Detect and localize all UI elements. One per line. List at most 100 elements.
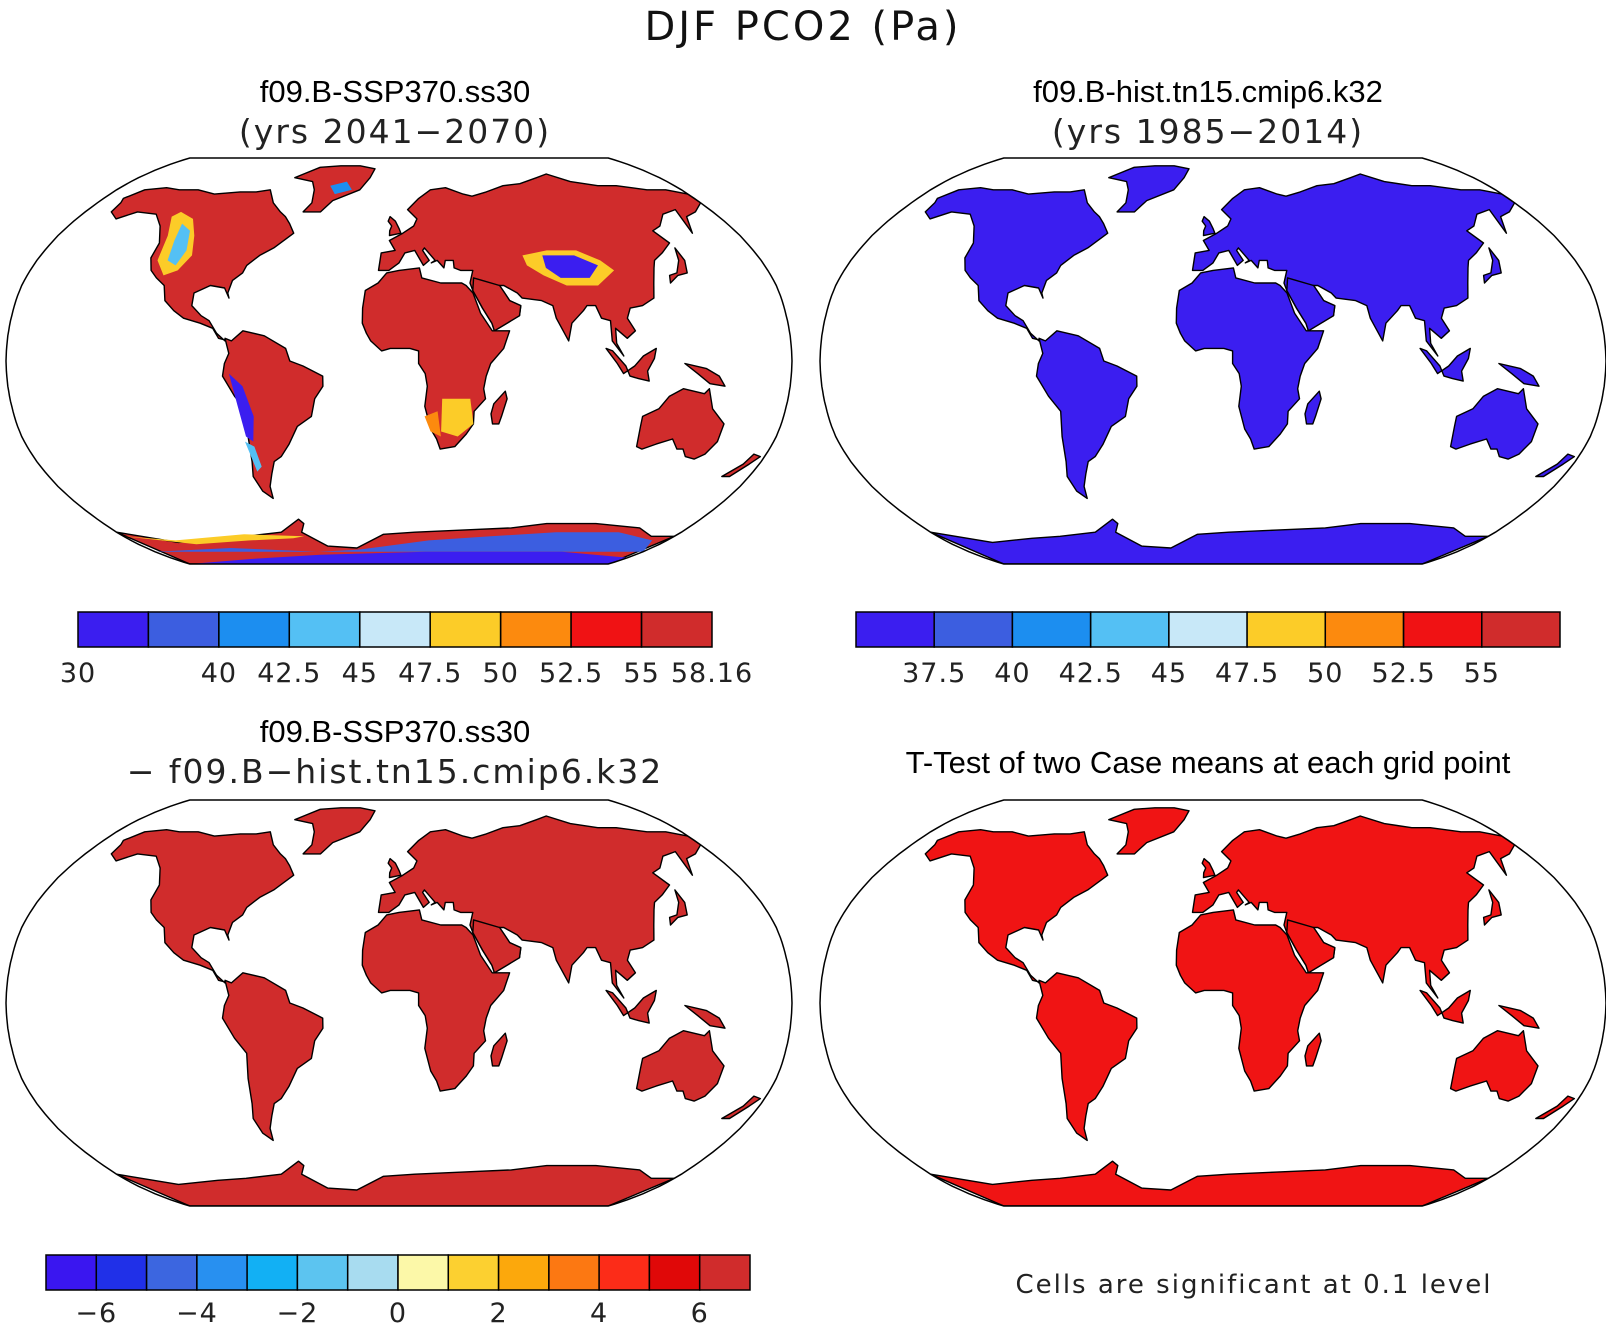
colorbar-box [359, 611, 431, 648]
colorbar-case1: 30 40 42.5 45 47.5 50 52.5 55 58.16 [60, 611, 752, 689]
colorbar-box [698, 1254, 751, 1291]
map-border [819, 799, 1606, 1207]
land-south-america [1035, 972, 1138, 1142]
colorbar-box [288, 611, 361, 648]
colorbar-label: 50 [483, 658, 519, 689]
colorbar-label: 42.5 [1059, 658, 1123, 689]
colorbar-box [1481, 611, 1561, 648]
land-arabia-fill [1286, 919, 1336, 974]
colorbar-box [246, 1254, 299, 1291]
colorbar-box [1089, 611, 1170, 648]
colorbar-diff: −6 −4 −2 0 2 4 6 [45, 1254, 751, 1323]
colorbar-label: 37.5 [902, 658, 966, 689]
land-new-zealand [1535, 453, 1576, 478]
colorbar-label: 2 [490, 1298, 508, 1323]
map-border [5, 799, 793, 1207]
land-new-zealand [721, 453, 762, 478]
value-region-11 [123, 534, 305, 545]
land-australia [635, 388, 725, 460]
panel-title-ttest: T-Test of two Case means at each grid po… [905, 745, 1511, 780]
panel-title-diff: f09.B-SSP370.ss30 [259, 714, 531, 749]
colorbar-box [648, 1254, 701, 1291]
colorbar-label: 0 [389, 1298, 407, 1323]
colorbar-label: 4 [590, 1298, 608, 1323]
colorbar-box [1402, 611, 1483, 648]
land-antarctica [115, 1160, 675, 1206]
land-antarctica [929, 1160, 1489, 1206]
value-region-9 [154, 532, 653, 552]
colorbar-box [218, 611, 291, 648]
colorbar-box [570, 611, 643, 648]
colorbar-box [598, 1254, 651, 1291]
land-new-guinea [684, 1004, 726, 1029]
colorbar-label: 52.5 [1372, 658, 1436, 689]
colorbar-box [548, 1254, 600, 1291]
colorbar-box [196, 1254, 248, 1291]
land-australia [1449, 388, 1539, 460]
colorbar-box [1324, 611, 1405, 648]
colorbar-box [147, 611, 220, 648]
land-japan [1482, 889, 1502, 926]
land-layer [924, 165, 1576, 564]
land-indonesia [605, 347, 657, 382]
colorbar-box [933, 611, 1014, 648]
land-eurasia [377, 815, 702, 999]
land-australia [1449, 1030, 1539, 1102]
land-indonesia [1419, 347, 1471, 382]
significance-note: Cells are significant at 0.1 level [1015, 1270, 1493, 1300]
value-region-8 [424, 411, 441, 437]
colorbar-label: −2 [276, 1298, 318, 1323]
map-diff [5, 799, 793, 1207]
land-layer [110, 165, 762, 564]
colorbar-box [447, 1254, 500, 1291]
colorbar-label: 55 [1464, 658, 1500, 689]
colorbar-box [145, 1254, 198, 1291]
ocean [6, 158, 792, 564]
colorbar-label: 40 [201, 658, 237, 689]
land-africa [361, 909, 511, 1092]
land-new-zealand [1535, 1095, 1576, 1120]
colorbar-label: 47.5 [398, 658, 462, 689]
colorbar-label: 45 [1151, 658, 1187, 689]
land-south-america [221, 972, 324, 1142]
land-new-guinea [684, 362, 726, 387]
colorbar-box [429, 611, 502, 648]
colorbar-label: 30 [60, 658, 96, 689]
value-region-2 [228, 373, 254, 442]
land-madagascar [1304, 1032, 1322, 1067]
colorbar-box [296, 1254, 349, 1291]
colorbar-case2: 37.5 40 42.5 45 47.5 50 52.5 55 [855, 611, 1561, 689]
land-madagascar [490, 1032, 508, 1067]
ocean [6, 800, 792, 1206]
map-ttest [819, 799, 1606, 1207]
land-arabia-fill [472, 277, 522, 332]
colorbar-box [1168, 611, 1248, 648]
land-africa [1175, 267, 1325, 450]
land-uk [387, 215, 402, 237]
land-australia [635, 1030, 725, 1102]
colorbar-label: −6 [75, 1298, 117, 1323]
colorbar-box [95, 1254, 148, 1291]
land-new-guinea [1498, 1004, 1540, 1029]
land-uk [1201, 215, 1216, 237]
panel-subtitle-case1: (yrs 2041−2070) [238, 112, 552, 151]
colorbar-box [640, 611, 713, 648]
land-africa [361, 267, 511, 450]
land-japan [668, 889, 688, 926]
colorbar-label: 52.5 [539, 658, 603, 689]
land-uk [1201, 857, 1216, 879]
land-madagascar [490, 390, 508, 425]
colorbar-box [45, 1254, 98, 1291]
land-new-zealand [721, 1095, 762, 1120]
panel-subtitle-case2: (yrs 1985−2014) [1051, 112, 1365, 151]
colorbar-box [855, 611, 935, 648]
value-region-3 [245, 441, 262, 472]
map-case2 [819, 157, 1606, 565]
land-layer [924, 807, 1576, 1206]
map-border [819, 157, 1606, 565]
land-layer [110, 807, 762, 1206]
ocean [820, 158, 1606, 564]
land-madagascar [1304, 390, 1322, 425]
